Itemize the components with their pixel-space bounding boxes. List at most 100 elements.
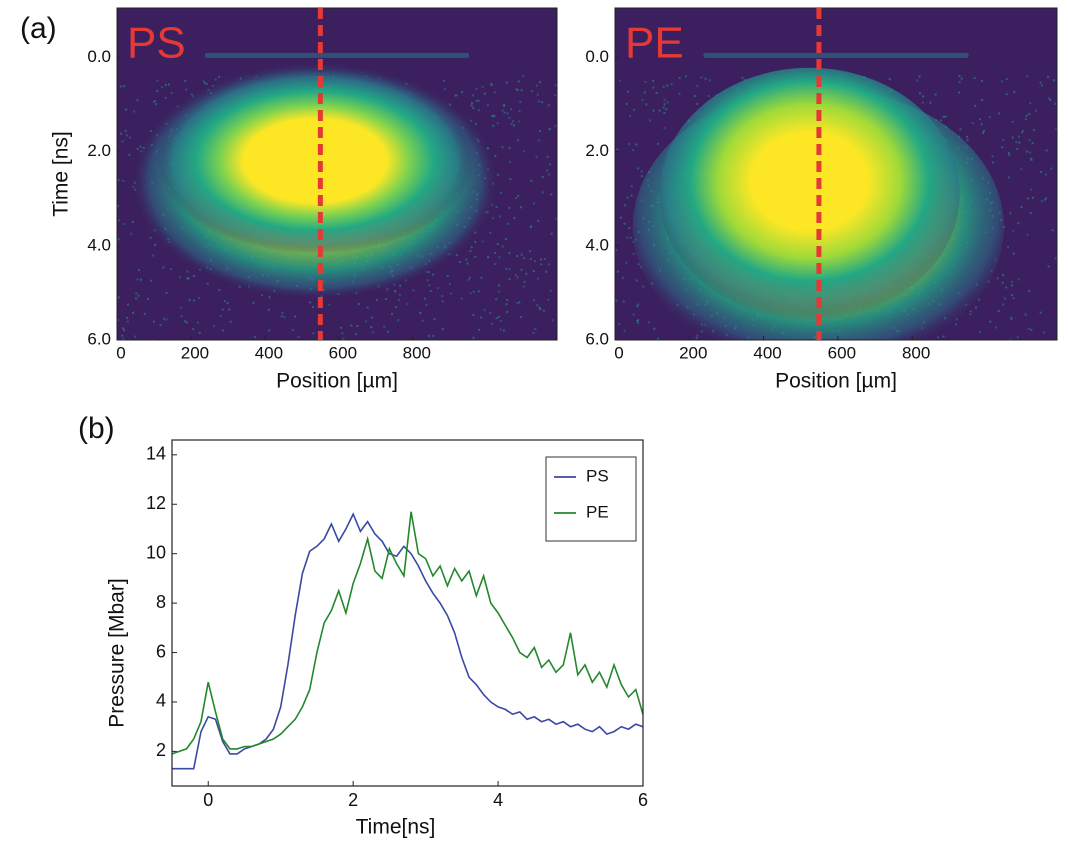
speckle [131, 311, 134, 314]
speckle [700, 76, 703, 79]
y-tick-label: 4.0 [585, 235, 609, 254]
speckle [529, 250, 532, 253]
speckle [441, 300, 444, 303]
speckle [1003, 225, 1006, 228]
x-tick-label: 2 [348, 790, 358, 810]
speckle [143, 312, 146, 315]
speckle [503, 103, 506, 106]
speckle [1001, 281, 1004, 284]
speckle [478, 328, 481, 331]
speckle [154, 100, 157, 103]
speckle [495, 317, 498, 320]
speckle [662, 85, 665, 88]
speckle [980, 123, 983, 126]
speckle [501, 146, 504, 149]
speckle [516, 255, 519, 258]
speckle [165, 291, 168, 294]
speckle [1025, 150, 1028, 153]
speckle [460, 297, 463, 300]
y-axis-label: Time [ns] [50, 131, 73, 217]
speckle [516, 302, 519, 305]
y-axis-label: Pressure [Mbar] [106, 578, 129, 727]
speckle [170, 92, 173, 95]
speckle [640, 170, 643, 173]
speckle [186, 270, 189, 273]
speckle [475, 99, 478, 102]
speckle [541, 101, 544, 104]
speckle [129, 232, 132, 235]
frame [614, 7, 1058, 341]
speckle [1039, 311, 1042, 314]
speckle [219, 315, 222, 318]
speckle [1050, 167, 1053, 170]
speckle [150, 279, 153, 282]
y-tick-label: 6.0 [87, 329, 111, 348]
speckle [1002, 274, 1005, 277]
speckle [1002, 139, 1005, 142]
speckle [501, 109, 504, 112]
y-tick-label: 14 [146, 444, 166, 464]
speckle [495, 206, 498, 209]
speckle [126, 320, 129, 323]
speckle [955, 323, 958, 326]
speckle [503, 111, 506, 114]
speckle [268, 329, 271, 332]
speckle [342, 337, 345, 340]
speckle [370, 326, 373, 329]
speckle [1016, 147, 1019, 150]
y-tick-label: 6.0 [585, 329, 609, 348]
speckle [156, 89, 159, 92]
speckle [519, 316, 522, 319]
speckle [350, 324, 353, 327]
speckle [971, 122, 974, 125]
speckle [623, 222, 626, 225]
y-tick-label: 4 [156, 691, 166, 711]
speckle [428, 284, 431, 287]
speckle [1021, 129, 1024, 132]
speckle [632, 148, 635, 151]
speckle [542, 309, 545, 312]
speckle [1043, 331, 1046, 334]
speckle [637, 167, 640, 170]
speckle [981, 99, 984, 102]
speckle [550, 193, 553, 196]
speckle [454, 94, 457, 97]
speckle [186, 277, 189, 280]
speckle [489, 232, 492, 235]
speckle [294, 315, 297, 318]
speckle [1040, 84, 1043, 87]
speckle [741, 76, 744, 79]
speckle [386, 330, 389, 333]
speckle [555, 218, 557, 221]
speckle [1011, 136, 1014, 139]
annotation: PS [127, 19, 186, 68]
speckle [939, 119, 942, 122]
speckle [1045, 149, 1048, 152]
y-tick-label: 2.0 [585, 141, 609, 160]
speckle [662, 106, 665, 109]
speckle [121, 327, 124, 330]
speckle [505, 303, 508, 306]
speckle [312, 332, 315, 335]
speckle [128, 153, 131, 156]
speckle [529, 226, 532, 229]
speckle [1029, 157, 1032, 160]
speckle [117, 179, 120, 182]
speckle [551, 319, 554, 322]
speckle [461, 91, 464, 94]
speckle [123, 85, 126, 88]
speckle [626, 196, 629, 199]
speckle [655, 91, 658, 94]
speckle [1009, 338, 1012, 340]
x-axis-label: Position [µm] [775, 370, 897, 393]
speckle [149, 236, 152, 239]
speckle [470, 104, 473, 107]
y-tick-label: 4.0 [87, 235, 111, 254]
speckle [670, 83, 673, 86]
speckle [1028, 289, 1031, 292]
speckle [516, 88, 519, 91]
speckle [397, 319, 400, 322]
speckle [226, 302, 229, 305]
speckle [474, 255, 477, 258]
